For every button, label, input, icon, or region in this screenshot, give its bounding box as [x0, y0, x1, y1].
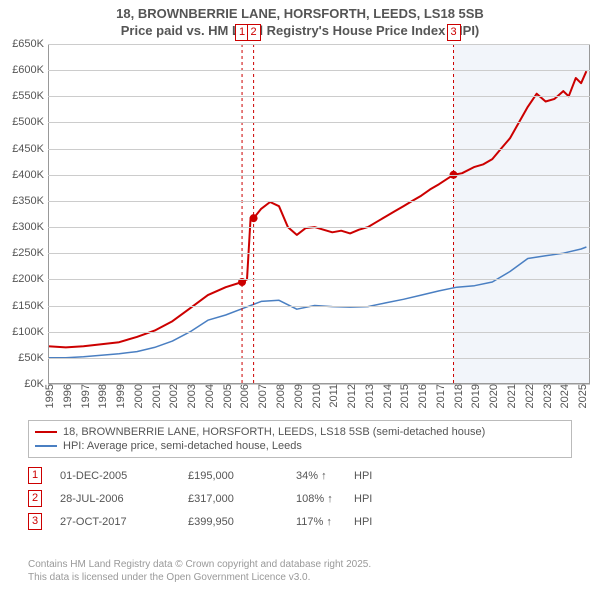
gridline	[48, 358, 590, 359]
x-tick-label: 2022	[520, 384, 536, 408]
legend-label: HPI: Average price, semi-detached house,…	[63, 440, 302, 452]
x-tick-label: 2002	[164, 384, 180, 408]
x-tick-label: 2010	[307, 384, 323, 408]
transaction-row: 3 27-OCT-2017 £399,950 117% ↑ HPI	[28, 510, 394, 533]
gridline	[48, 332, 590, 333]
x-tick-label: 2013	[360, 384, 376, 408]
x-tick-label: 2021	[502, 384, 518, 408]
gridline	[48, 279, 590, 280]
x-tick-label: 2000	[129, 384, 145, 408]
x-tick-label: 2015	[395, 384, 411, 408]
y-tick-label: £150K	[12, 300, 48, 312]
gridline	[48, 44, 590, 45]
x-tick-label: 2006	[235, 384, 251, 408]
transaction-date: 01-DEC-2005	[60, 470, 180, 482]
title-line2: Price paid vs. HM Land Registry's House …	[0, 23, 600, 40]
transaction-marker-badge: 3	[28, 513, 42, 530]
y-tick-label: £300K	[12, 221, 48, 233]
x-tick-label: 2020	[484, 384, 500, 408]
chart-title: 18, BROWNBERRIE LANE, HORSFORTH, LEEDS, …	[0, 0, 600, 40]
y-tick-label: £100K	[12, 326, 48, 338]
y-tick-label: £500K	[12, 116, 48, 128]
y-tick-label: £650K	[12, 38, 48, 50]
x-tick-label: 1999	[111, 384, 127, 408]
marker-dot	[250, 214, 258, 222]
legend-item: HPI: Average price, semi-detached house,…	[35, 439, 565, 453]
title-line1: 18, BROWNBERRIE LANE, HORSFORTH, LEEDS, …	[0, 6, 600, 23]
transaction-row: 2 28-JUL-2006 £317,000 108% ↑ HPI	[28, 487, 394, 510]
x-tick-label: 2017	[431, 384, 447, 408]
x-tick-label: 2014	[378, 384, 394, 408]
x-tick-label: 1997	[76, 384, 92, 408]
gridline	[48, 175, 590, 176]
gridline	[48, 149, 590, 150]
transaction-price: £399,950	[188, 516, 288, 528]
transaction-date: 27-OCT-2017	[60, 516, 180, 528]
transaction-price: £195,000	[188, 470, 288, 482]
chart-svg	[48, 44, 590, 384]
y-tick-label: £50K	[18, 352, 48, 364]
x-tick-label: 2016	[413, 384, 429, 408]
x-tick-label: 2008	[271, 384, 287, 408]
transaction-marker-badge: 1	[28, 467, 42, 484]
transaction-ref: HPI	[354, 470, 394, 482]
x-tick-label: 2004	[200, 384, 216, 408]
transaction-marker-badge: 2	[28, 490, 42, 507]
x-tick-label: 2019	[466, 384, 482, 408]
copyright-line2: This data is licensed under the Open Gov…	[28, 571, 371, 584]
x-tick-label: 1996	[58, 384, 74, 408]
transaction-price: £317,000	[188, 493, 288, 505]
transaction-row: 1 01-DEC-2005 £195,000 34% ↑ HPI	[28, 464, 394, 487]
legend: 18, BROWNBERRIE LANE, HORSFORTH, LEEDS, …	[28, 420, 572, 458]
gridline	[48, 122, 590, 123]
legend-item: 18, BROWNBERRIE LANE, HORSFORTH, LEEDS, …	[35, 425, 565, 439]
x-tick-label: 2018	[449, 384, 465, 408]
gridline	[48, 96, 590, 97]
transaction-pct: 117% ↑	[296, 516, 346, 528]
marker-badge: 3	[447, 24, 461, 41]
x-tick-label: 1995	[40, 384, 56, 408]
x-tick-label: 2005	[218, 384, 234, 408]
x-tick-label: 2003	[182, 384, 198, 408]
transaction-ref: HPI	[354, 516, 394, 528]
x-tick-label: 2009	[289, 384, 305, 408]
y-tick-label: £600K	[12, 64, 48, 76]
y-tick-label: £200K	[12, 273, 48, 285]
y-tick-label: £450K	[12, 143, 48, 155]
copyright-line1: Contains HM Land Registry data © Crown c…	[28, 558, 371, 571]
legend-swatch	[35, 445, 57, 447]
gridline	[48, 70, 590, 71]
y-tick-label: £350K	[12, 195, 48, 207]
transaction-pct: 34% ↑	[296, 470, 346, 482]
y-tick-label: £400K	[12, 169, 48, 181]
legend-label: 18, BROWNBERRIE LANE, HORSFORTH, LEEDS, …	[63, 426, 485, 438]
x-tick-label: 1998	[93, 384, 109, 408]
marker-badge: 2	[247, 24, 261, 41]
transaction-pct: 108% ↑	[296, 493, 346, 505]
transaction-date: 28-JUL-2006	[60, 493, 180, 505]
x-tick-label: 2025	[573, 384, 589, 408]
x-tick-label: 2024	[555, 384, 571, 408]
y-tick-label: £550K	[12, 90, 48, 102]
copyright: Contains HM Land Registry data © Crown c…	[28, 558, 371, 584]
gridline	[48, 253, 590, 254]
x-tick-label: 2011	[324, 384, 340, 408]
chart-plot-area: £0K£50K£100K£150K£200K£250K£300K£350K£40…	[48, 44, 590, 384]
gridline	[48, 227, 590, 228]
x-tick-label: 2001	[147, 384, 163, 408]
transaction-list: 1 01-DEC-2005 £195,000 34% ↑ HPI 2 28-JUL-2006…	[28, 464, 394, 533]
x-tick-label: 2023	[538, 384, 554, 408]
gridline	[48, 306, 590, 307]
transaction-ref: HPI	[354, 493, 394, 505]
x-tick-label: 2012	[342, 384, 358, 408]
y-tick-label: £250K	[12, 247, 48, 259]
legend-swatch	[35, 431, 57, 433]
x-tick-label: 2007	[253, 384, 269, 408]
gridline	[48, 201, 590, 202]
